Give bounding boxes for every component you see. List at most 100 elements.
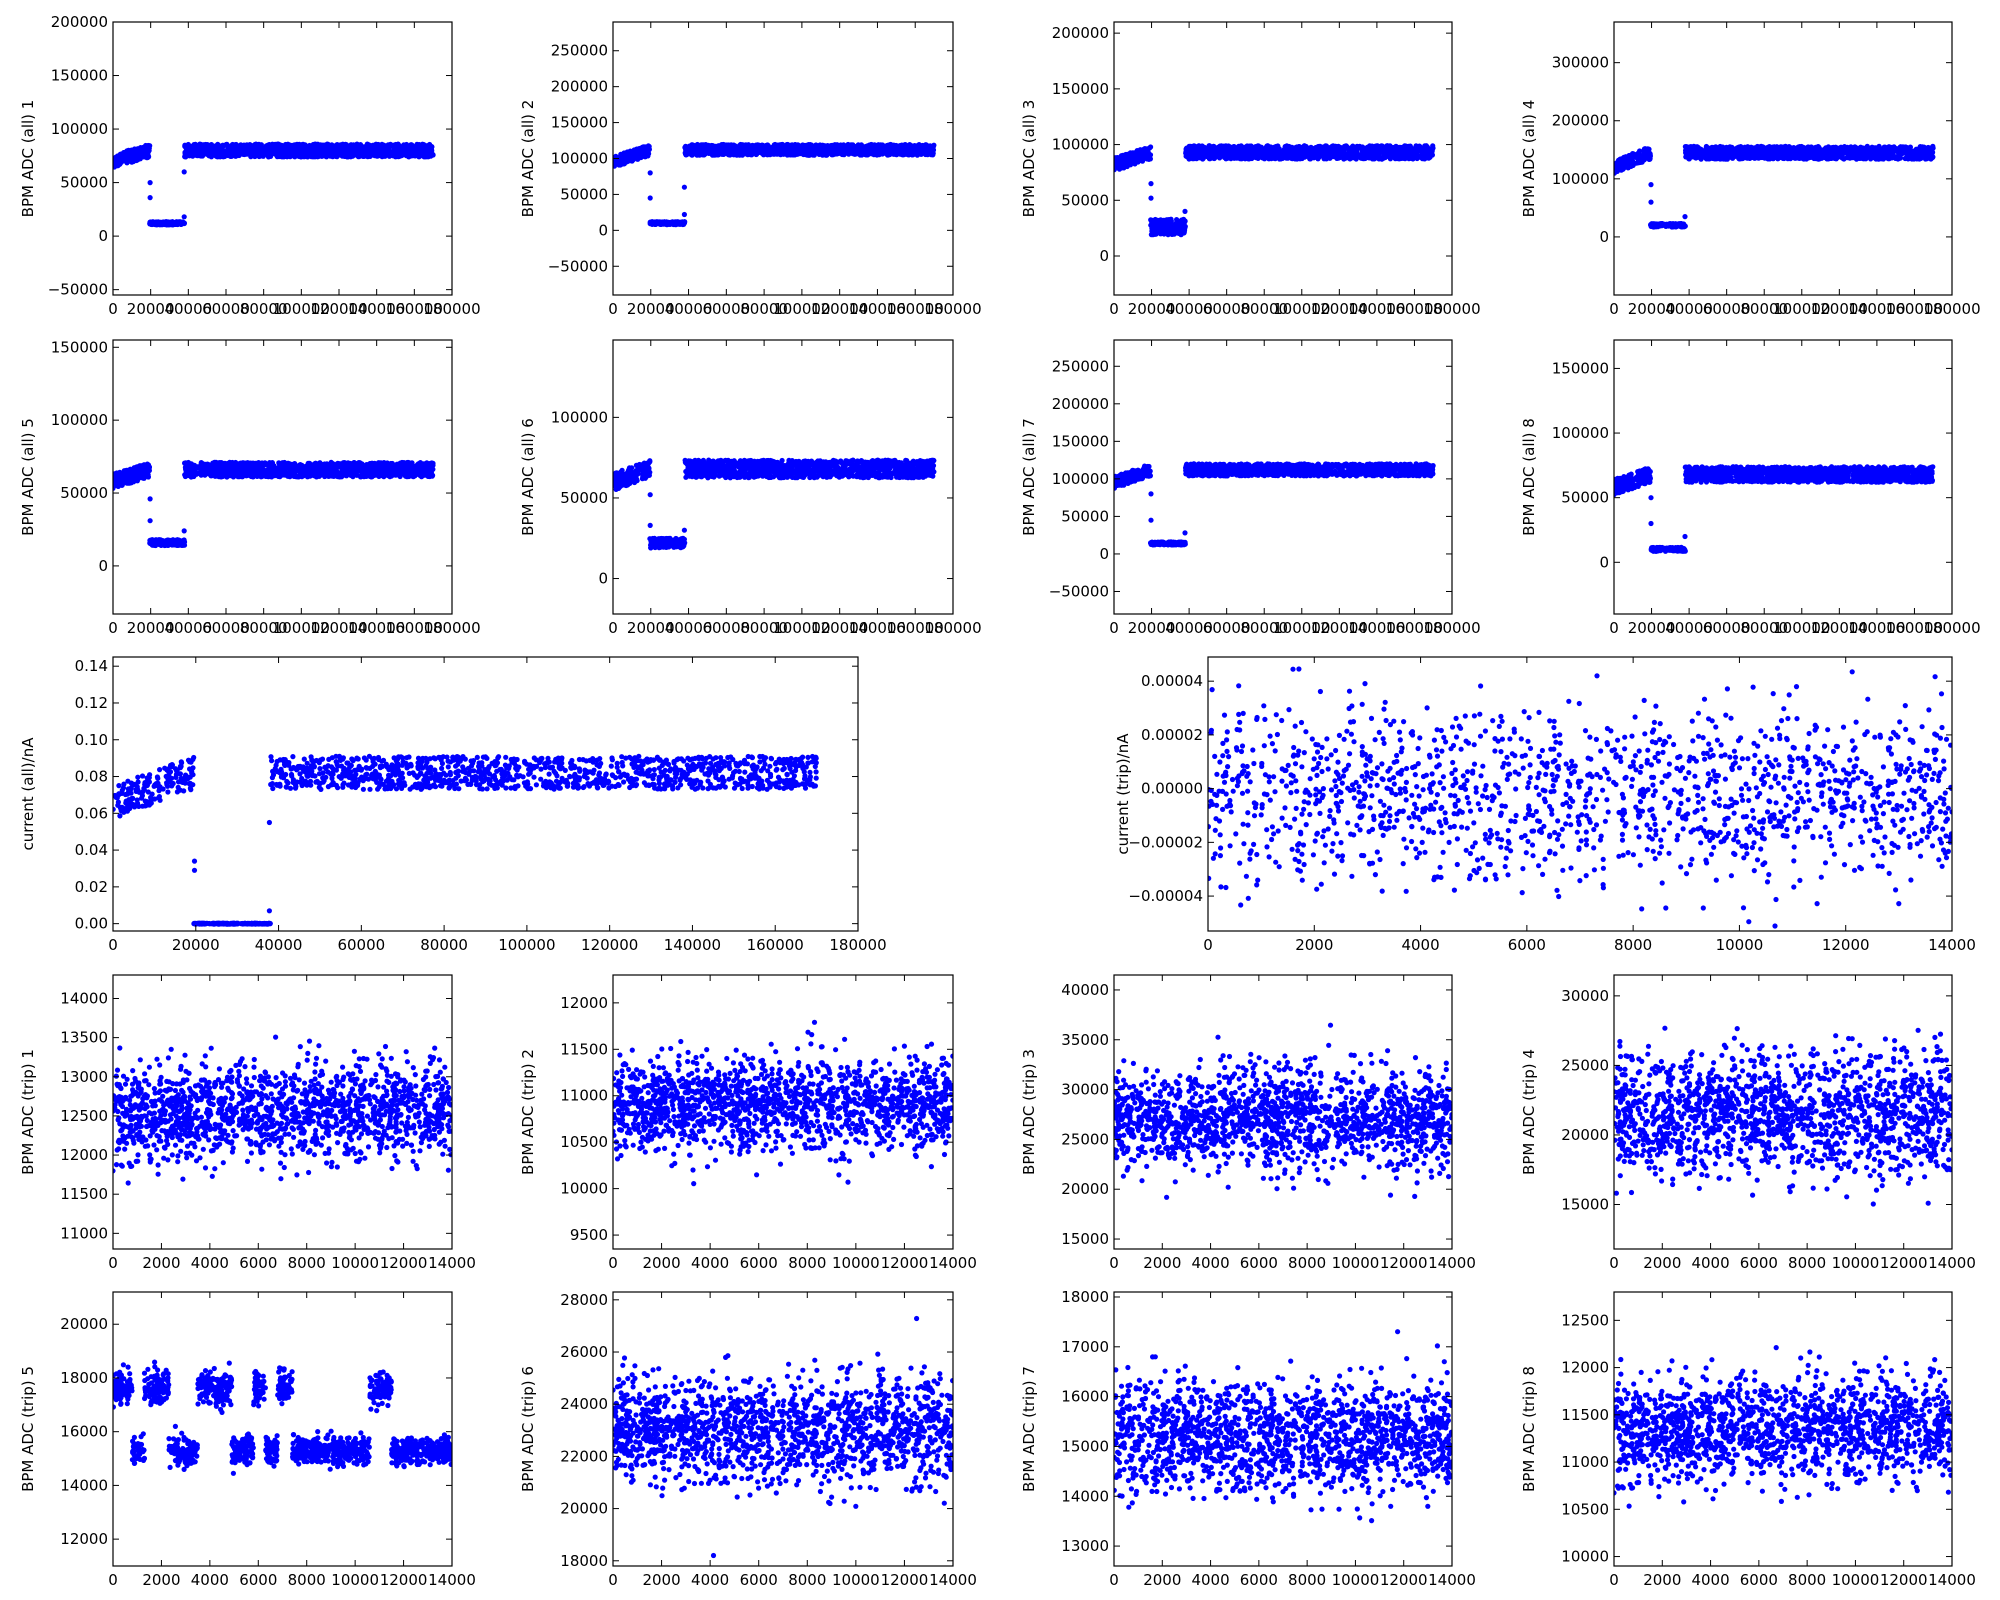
data-point xyxy=(685,151,691,157)
data-point xyxy=(1178,220,1184,226)
data-point xyxy=(388,142,394,148)
x-tick-label: 60000 xyxy=(202,300,250,318)
y-tick-label: 50000 xyxy=(560,185,608,203)
x-tick-label: 140000 xyxy=(348,300,405,318)
y-tick-label: 150000 xyxy=(51,67,108,85)
data-point xyxy=(183,153,189,159)
y-tick-label: 150000 xyxy=(1052,80,1109,98)
data-point xyxy=(1251,150,1257,157)
data-point xyxy=(342,146,348,152)
data-point xyxy=(928,147,934,153)
data-point xyxy=(683,144,689,150)
data-point xyxy=(301,154,307,160)
data-point xyxy=(721,151,727,157)
chart-panel: 0 200004000060000800001000001200001400001… xyxy=(519,21,982,318)
data-point xyxy=(178,221,184,227)
data-point xyxy=(1397,144,1403,150)
data-point xyxy=(288,146,294,152)
data-point xyxy=(1384,143,1390,149)
data-point xyxy=(732,145,738,151)
data-point xyxy=(906,143,912,150)
data-point xyxy=(1114,167,1117,173)
data-point xyxy=(1380,147,1386,154)
data-point xyxy=(1376,144,1382,150)
axes-frame xyxy=(1113,21,1453,296)
data-point xyxy=(232,152,238,159)
data-point xyxy=(161,219,167,226)
x-tick-label: 140000 xyxy=(1348,300,1405,318)
data-point xyxy=(1376,149,1382,155)
data-point xyxy=(184,144,191,150)
data-point xyxy=(188,149,194,155)
y-tick-label: 0 xyxy=(598,221,608,239)
data-point xyxy=(613,161,620,167)
data-point xyxy=(1314,146,1320,152)
data-point xyxy=(652,219,658,225)
x-tick-label: 100000 xyxy=(1273,300,1330,318)
data-point xyxy=(647,195,653,201)
data-point xyxy=(1330,153,1336,160)
data-point xyxy=(1265,143,1271,149)
data-point xyxy=(301,146,307,152)
data-point xyxy=(1114,155,1118,161)
data-point xyxy=(1181,223,1188,229)
data-point xyxy=(1196,143,1202,149)
chart-panel: 0 200004000060000800001000001200001400001… xyxy=(19,13,481,318)
data-point xyxy=(145,153,151,159)
data-point xyxy=(1367,143,1373,149)
x-tick-label: 180000 xyxy=(423,300,480,318)
data-point xyxy=(1422,156,1428,162)
data-point xyxy=(742,144,748,150)
data-point xyxy=(830,144,836,150)
data-point xyxy=(241,148,247,154)
data-point xyxy=(181,169,187,175)
data-point xyxy=(625,158,631,164)
data-point xyxy=(1282,144,1288,150)
data-point xyxy=(913,143,920,149)
data-point xyxy=(390,150,396,156)
data-point xyxy=(823,148,829,154)
data-point xyxy=(1293,145,1299,151)
data-point xyxy=(114,162,120,168)
x-tick-label: 0 xyxy=(608,300,618,318)
data-point xyxy=(815,145,821,151)
data-point xyxy=(749,145,755,151)
y-tick-label: 200000 xyxy=(51,13,108,31)
data-point xyxy=(781,149,787,155)
data-point xyxy=(636,146,642,152)
data-point xyxy=(197,144,203,150)
data-point xyxy=(1246,144,1252,150)
data-point xyxy=(423,149,430,156)
data-point xyxy=(770,150,776,156)
x-tick-label: 160000 xyxy=(887,300,944,318)
data-point xyxy=(1117,154,1123,160)
data-point xyxy=(1146,156,1152,162)
data-point xyxy=(348,149,354,155)
data-point xyxy=(365,144,371,150)
data-point xyxy=(430,152,436,158)
data-point xyxy=(241,144,247,150)
data-points xyxy=(1114,143,1436,238)
data-point xyxy=(1240,144,1246,150)
data-point xyxy=(848,146,854,153)
data-point xyxy=(619,152,625,158)
data-point xyxy=(1427,147,1433,154)
data-point xyxy=(1161,231,1167,237)
data-point xyxy=(1211,151,1217,157)
data-point xyxy=(232,148,239,154)
data-point xyxy=(1239,152,1245,159)
data-point xyxy=(256,144,262,151)
data-point xyxy=(206,143,212,149)
data-point xyxy=(793,149,799,155)
data-point xyxy=(1149,218,1155,224)
data-point xyxy=(235,144,241,150)
data-point xyxy=(1364,149,1370,155)
data-point xyxy=(869,142,875,148)
data-point xyxy=(216,144,222,150)
data-point xyxy=(888,148,894,154)
data-point xyxy=(147,180,153,186)
data-point xyxy=(1205,151,1211,158)
data-point xyxy=(406,154,412,160)
data-point xyxy=(1413,143,1419,149)
data-point xyxy=(286,142,292,148)
